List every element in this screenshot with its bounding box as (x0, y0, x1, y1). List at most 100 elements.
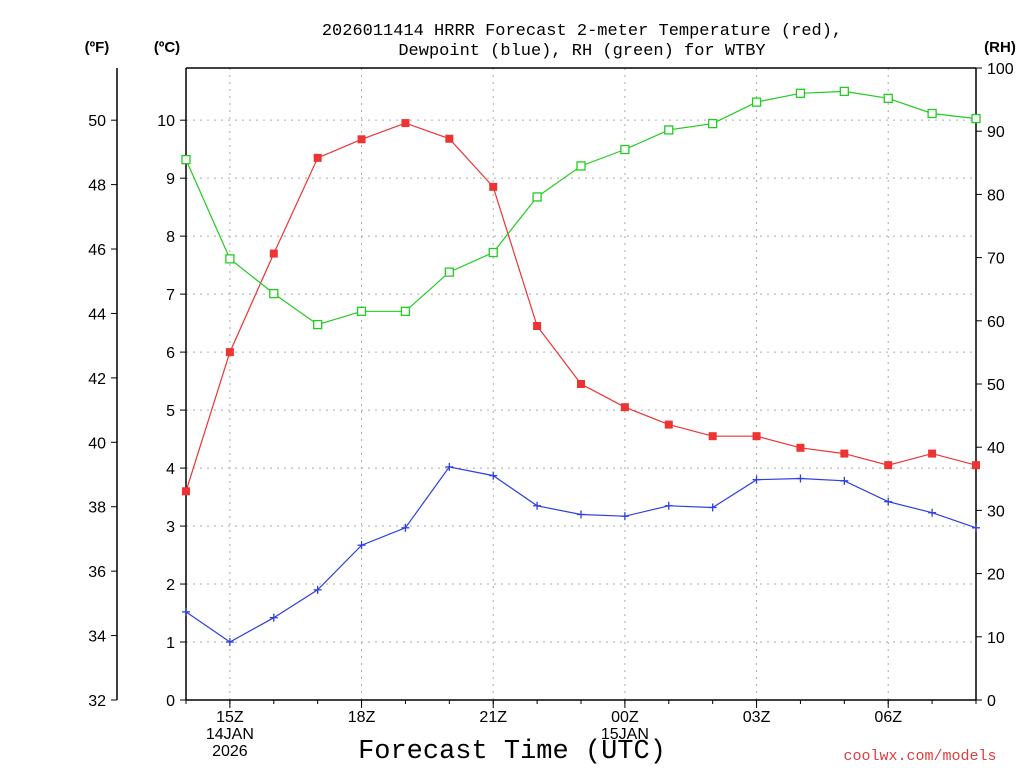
rh-point (269, 288, 279, 299)
rh-point (927, 108, 937, 119)
fahrenheit-tick-label: 46 (88, 242, 106, 259)
series-rh (181, 86, 981, 330)
rh-tick-label: 0 (987, 693, 996, 710)
rh-tick-label: 40 (987, 440, 1005, 457)
chart-title-line1: 2026011414 HRRR Forecast 2-meter Tempera… (322, 22, 842, 41)
temperature-point (796, 443, 805, 452)
rh-unit-label: (RH) (984, 39, 1016, 56)
rh-point (971, 113, 981, 124)
dewpoint-point (620, 512, 629, 521)
axes (116, 67, 977, 701)
celsius-tick-label: 1 (166, 635, 175, 652)
x-tick-label: 21Z (479, 709, 507, 726)
watermark: coolwx.com/models (843, 748, 996, 765)
rh-point (664, 125, 674, 135)
grid-lines (186, 68, 976, 700)
data-series (181, 86, 981, 647)
series-dewpoint (182, 462, 980, 647)
fahrenheit-tick-label: 34 (88, 629, 106, 646)
rh-tick-label: 10 (987, 630, 1005, 647)
temperature-point (884, 461, 893, 470)
x-tick-label: 2026 (212, 743, 248, 760)
dewpoint-point (928, 508, 937, 517)
dewpoint-point (182, 607, 190, 616)
dewpoint-point (313, 585, 322, 594)
temperature-point (577, 380, 585, 388)
x-tick-label: 15Z (216, 709, 244, 726)
rh-tick-label: 50 (987, 377, 1005, 394)
celsius-tick-label: 8 (166, 229, 175, 246)
fahrenheit-tick-label: 50 (88, 113, 106, 130)
rh-tick-label: 60 (987, 314, 1005, 331)
rh-point (444, 267, 454, 277)
temperature-point (269, 249, 278, 258)
temperature-point (928, 449, 937, 458)
rh-point (400, 306, 411, 316)
temperature-point (225, 348, 234, 357)
celsius-tick-label: 2 (166, 577, 175, 594)
fahrenheit-tick-label: 38 (88, 500, 106, 517)
rh-tick-label: 100 (987, 61, 1014, 78)
celsius-unit-label: (ºC) (154, 39, 180, 56)
dewpoint-point (533, 501, 542, 510)
temperature-point (664, 420, 673, 429)
x-tick-label: 03Z (743, 709, 771, 726)
fahrenheit-tick-label: 48 (88, 178, 106, 195)
temperature-point (445, 134, 454, 143)
fahrenheit-tick-label: 36 (88, 564, 106, 581)
temperature-point (313, 153, 322, 162)
rh-tick-label: 20 (987, 567, 1005, 584)
fahrenheit-tick-label: 42 (88, 371, 106, 388)
dewpoint-point (401, 523, 410, 532)
x-tick-label: 18Z (348, 709, 376, 726)
rh-point (620, 144, 630, 155)
dewpoint-point (445, 462, 454, 471)
temperature-point (620, 403, 629, 412)
celsius-tick-label: 7 (166, 287, 175, 304)
rh-point (181, 154, 191, 165)
temperature-point (840, 449, 849, 458)
rh-tick-label: 90 (987, 124, 1005, 141)
dewpoint-point (796, 474, 805, 483)
celsius-tick-label: 10 (157, 113, 175, 130)
celsius-tick-label: 4 (166, 461, 175, 478)
temperature-point (708, 432, 717, 441)
rh-tick-label: 70 (987, 251, 1005, 268)
chart-title: 2026011414 HRRR Forecast 2-meter Tempera… (322, 22, 842, 61)
dewpoint-point (752, 475, 761, 484)
fahrenheit-unit-label: (ºF) (85, 39, 110, 56)
series-temperature (182, 119, 980, 496)
rh-point (795, 88, 806, 98)
celsius-tick-label: 6 (166, 345, 175, 362)
temperature-point (182, 487, 190, 496)
celsius-tick-label: 3 (166, 519, 175, 536)
axis-ticks: 3234363840424446485001234567891001020304… (88, 61, 1014, 760)
rh-point (356, 306, 367, 316)
fahrenheit-tick-label: 44 (88, 306, 106, 323)
rh-point (576, 161, 586, 171)
rh-point (751, 97, 762, 107)
dewpoint-point (972, 523, 980, 532)
rh-point (488, 247, 498, 258)
rh-tick-label: 30 (987, 503, 1005, 520)
rh-point (313, 319, 323, 330)
dewpoint-line (185, 466, 977, 643)
rh-point (708, 118, 718, 129)
fahrenheit-tick-label: 32 (88, 693, 106, 710)
dewpoint-point (269, 613, 278, 622)
rh-tick-label: 80 (987, 187, 1005, 204)
x-tick-label: 14JAN (206, 726, 254, 743)
celsius-tick-label: 0 (166, 693, 175, 710)
dewpoint-point (577, 510, 585, 519)
dewpoint-point (357, 541, 366, 550)
x-tick-label: 00Z (611, 709, 639, 726)
temperature-point (972, 461, 980, 470)
rh-point (225, 254, 235, 264)
fahrenheit-tick-label: 40 (88, 435, 106, 452)
rh-point (839, 86, 849, 97)
dewpoint-point (708, 503, 717, 512)
temperature-point (489, 182, 498, 191)
dewpoint-point (225, 638, 234, 647)
x-tick-label: 06Z (874, 709, 902, 726)
